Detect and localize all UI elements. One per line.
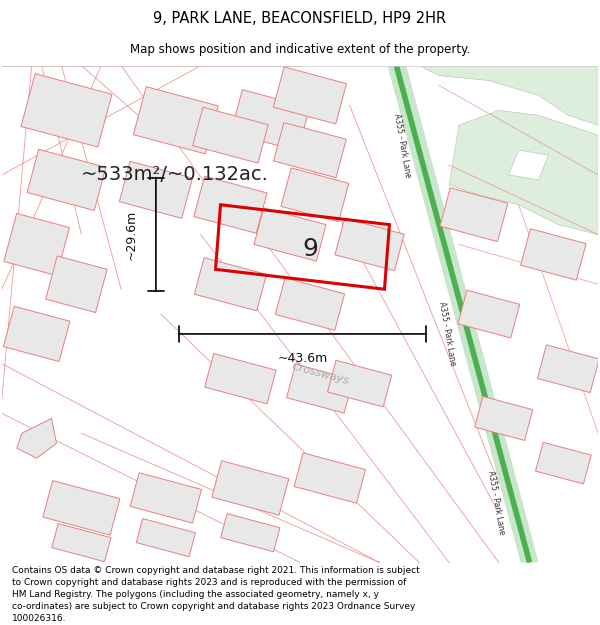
Polygon shape [212, 461, 289, 515]
Polygon shape [205, 354, 276, 404]
Polygon shape [4, 306, 70, 361]
Text: 9: 9 [302, 238, 318, 261]
Polygon shape [458, 290, 520, 338]
Polygon shape [193, 107, 268, 163]
Polygon shape [335, 218, 404, 271]
Polygon shape [287, 364, 353, 413]
Polygon shape [133, 87, 218, 154]
Polygon shape [294, 453, 365, 503]
Polygon shape [275, 278, 344, 331]
Polygon shape [231, 89, 310, 151]
Text: A355 - Park Lane: A355 - Park Lane [437, 301, 457, 367]
Polygon shape [194, 258, 266, 311]
Polygon shape [21, 74, 112, 147]
Polygon shape [43, 481, 120, 535]
Polygon shape [27, 149, 106, 211]
Polygon shape [221, 514, 280, 552]
Polygon shape [274, 122, 346, 177]
Polygon shape [17, 418, 56, 458]
Polygon shape [130, 472, 202, 523]
Text: A355 - Park Lane: A355 - Park Lane [485, 470, 506, 536]
Polygon shape [535, 442, 591, 484]
Polygon shape [388, 66, 539, 562]
Polygon shape [46, 256, 107, 312]
Text: Contains OS data © Crown copyright and database right 2021. This information is : Contains OS data © Crown copyright and d… [12, 566, 420, 623]
Polygon shape [4, 213, 70, 276]
Polygon shape [538, 345, 599, 392]
Polygon shape [440, 188, 508, 242]
Polygon shape [281, 168, 349, 222]
Polygon shape [328, 361, 392, 407]
Polygon shape [509, 150, 548, 180]
Text: 9, PARK LANE, BEACONSFIELD, HP9 2HR: 9, PARK LANE, BEACONSFIELD, HP9 2HR [154, 11, 446, 26]
Text: A355 - Park Lane: A355 - Park Lane [392, 112, 412, 178]
Polygon shape [52, 524, 111, 562]
Polygon shape [419, 66, 598, 125]
Text: Map shows position and indicative extent of the property.: Map shows position and indicative extent… [130, 42, 470, 56]
Text: Crossways: Crossways [290, 361, 350, 386]
Text: ~533m²/~0.132ac.: ~533m²/~0.132ac. [82, 166, 269, 184]
Polygon shape [449, 111, 598, 234]
Polygon shape [136, 519, 196, 557]
Polygon shape [475, 396, 533, 441]
Polygon shape [521, 229, 586, 280]
Polygon shape [119, 161, 193, 218]
Polygon shape [254, 208, 326, 261]
Polygon shape [274, 67, 347, 124]
Text: ~29.6m: ~29.6m [125, 209, 138, 260]
Text: ~43.6m: ~43.6m [277, 352, 328, 365]
Polygon shape [194, 176, 267, 233]
